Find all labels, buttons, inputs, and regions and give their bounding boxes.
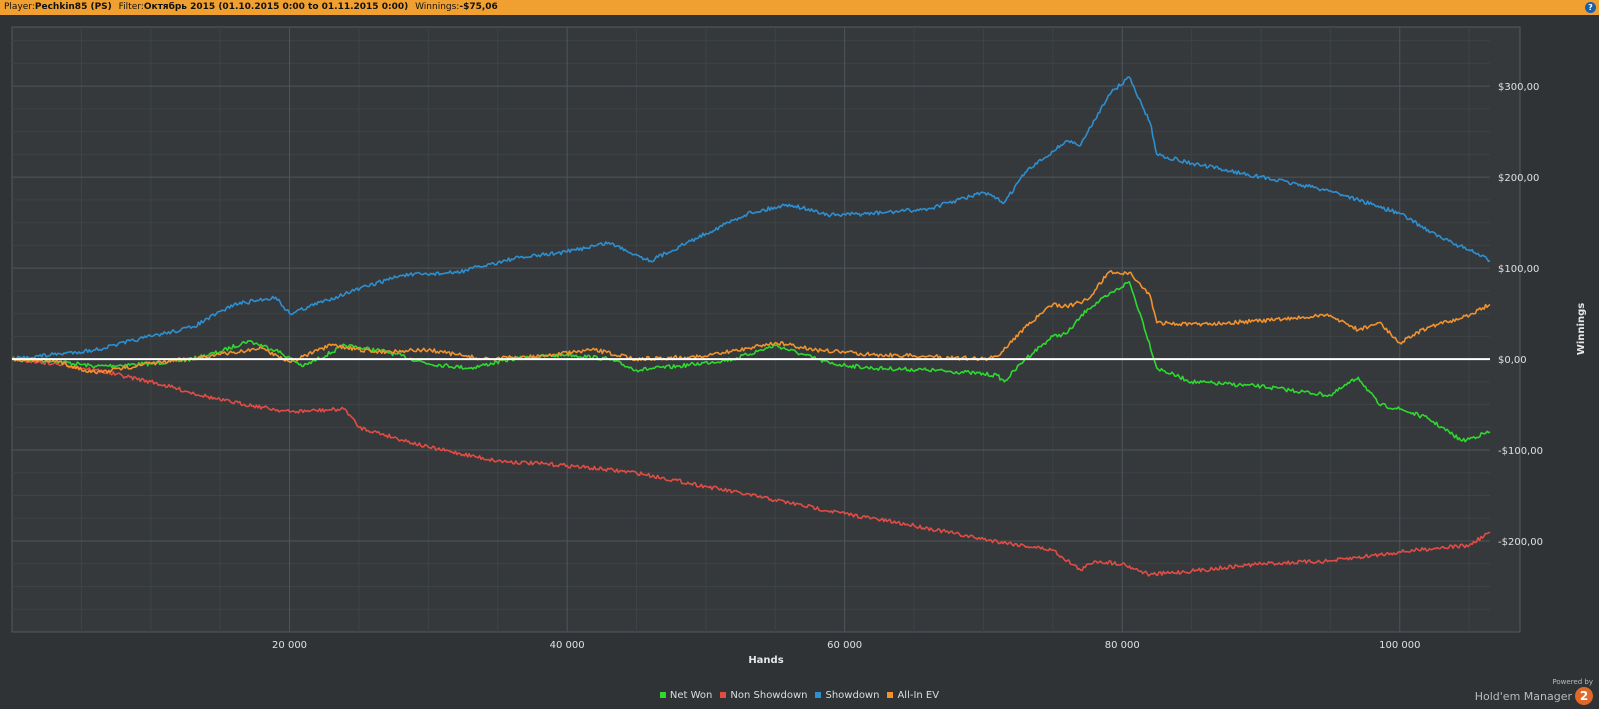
series-line-all-in-ev [11, 270, 1491, 375]
legend-label: Showdown [825, 690, 880, 701]
powered-by-label: Powered by [1552, 677, 1593, 686]
y-tick-label: $200,00 [1498, 173, 1539, 184]
x-tick-label: 100 000 [1379, 640, 1420, 651]
winnings-label: Winnings: [415, 2, 460, 12]
legend: Net Won Non Showdown Showdown All-In EV [0, 690, 1599, 701]
series-line-net-won [11, 280, 1491, 443]
series-lines [11, 76, 1491, 577]
legend-item-non-showdown[interactable]: Non Showdown [720, 690, 807, 701]
legend-item-showdown[interactable]: Showdown [815, 690, 879, 701]
status-bar: Player:Pechkin85 (PS) Filter:Октябрь 201… [0, 0, 1599, 15]
y-tick-label: -$100,00 [1498, 446, 1543, 457]
y-axis-label: Winnings [1576, 303, 1587, 355]
filter-label: Filter: [118, 2, 144, 12]
series-line-non-showdown [11, 357, 1491, 577]
filter-value[interactable]: Октябрь 2015 (01.10.2015 0:00 to 01.11.2… [143, 2, 409, 12]
powered-by: Powered by Hold'em Manager 2 [1474, 677, 1593, 705]
player-label: Player: [4, 2, 35, 12]
y-tick-label: $300,00 [1498, 82, 1539, 93]
y-tick-label: -$200,00 [1498, 537, 1543, 548]
legend-item-net-won[interactable]: Net Won [659, 690, 713, 701]
series-line-showdown [11, 76, 1491, 361]
legend-label: Non Showdown [730, 690, 808, 701]
x-tick-label: 40 000 [550, 640, 585, 651]
x-axis-label: Hands [748, 655, 783, 666]
x-tick-label: 20 000 [272, 640, 307, 651]
tick-labels: 20 000 40 000 60 000 80 000 100 000 $300,00 $2… [272, 82, 1543, 651]
y-tick-label: $0,00 [1498, 355, 1527, 366]
legend-swatch [720, 692, 727, 698]
legend-swatch [887, 692, 894, 698]
help-icon[interactable]: ? [1585, 2, 1596, 13]
y-tick-label: $100,00 [1498, 264, 1539, 275]
x-tick-label: 60 000 [827, 640, 862, 651]
legend-label: Net Won [669, 690, 713, 701]
legend-swatch [815, 692, 822, 698]
winnings-graph: 20 000 40 000 60 000 80 000 100 000 $300,00 $2… [11, 26, 1587, 666]
product-name: Hold'em Manager [1474, 689, 1572, 703]
plot-background [11, 26, 1521, 633]
winnings-value: -$75,06 [459, 2, 498, 12]
legend-swatch [659, 692, 666, 698]
x-tick-label: 80 000 [1105, 640, 1140, 651]
legend-item-all-in-ev[interactable]: All-In EV [887, 690, 939, 701]
player-name: Pechkin85 (PS) [34, 2, 112, 12]
hm2-logo-icon: 2 [1575, 687, 1593, 705]
grid-lines [12, 27, 1490, 632]
legend-label: All-In EV [897, 690, 940, 701]
